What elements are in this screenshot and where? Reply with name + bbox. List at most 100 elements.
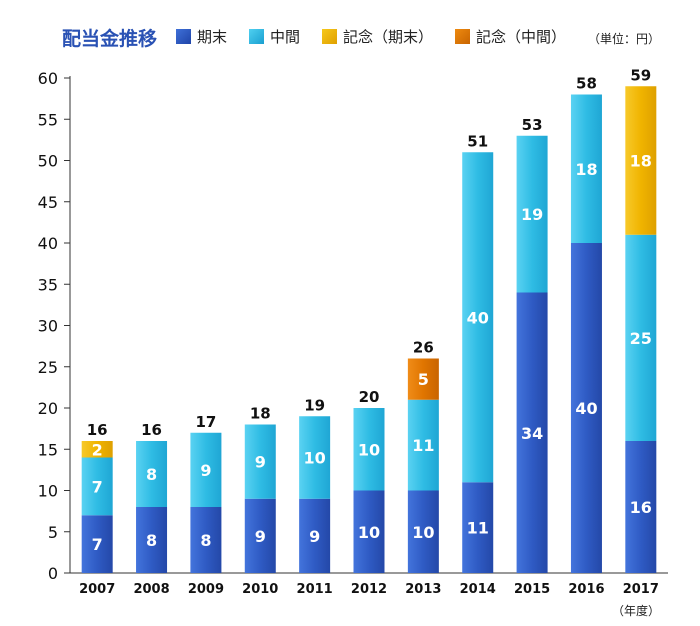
bar-value-label: 11 (467, 519, 489, 538)
bar-value-label: 9 (309, 527, 320, 546)
bar-value-label: 10 (304, 449, 326, 468)
bar-segment (462, 482, 494, 573)
bar-value-label: 5 (418, 370, 429, 389)
bar-total-label: 16 (141, 421, 162, 439)
bar-segment (353, 408, 385, 491)
bar-value-label: 10 (412, 523, 434, 542)
legend-swatch-kinen-chukan (455, 29, 471, 44)
bar-total-label: 18 (250, 405, 271, 423)
bar-segment (407, 399, 439, 491)
bar-value-label: 25 (630, 329, 652, 348)
bar-value-label: 2 (92, 440, 103, 459)
bar-total-label: 26 (413, 339, 434, 357)
legend-item-kimatsu: 期末 (176, 26, 227, 47)
y-tick-label: 0 (48, 564, 58, 583)
x-tick-label: 2016 (568, 582, 604, 597)
bar-segment (81, 441, 113, 458)
y-tick-label: 40 (38, 234, 58, 253)
y-tick-label: 60 (38, 69, 58, 88)
bar-total-label: 19 (304, 396, 325, 414)
x-tick-label: 2011 (297, 582, 333, 597)
bar-segment (407, 358, 439, 400)
bar-segment (462, 152, 494, 483)
bar-value-label: 10 (358, 523, 380, 542)
bar-segment (516, 292, 548, 573)
bar-total-label: 20 (359, 388, 380, 406)
bar-segment (570, 243, 602, 573)
bar-value-label: 18 (630, 152, 652, 171)
y-tick-label: 30 (38, 317, 58, 336)
bar-value-label: 9 (200, 461, 211, 480)
bar-segment (407, 490, 439, 573)
legend-item-kinen-kimatsu: 記念（期末） (322, 26, 433, 47)
unit-label: （単位：円） (587, 32, 660, 46)
bar-segment (244, 424, 276, 499)
bar-value-label: 19 (521, 205, 543, 224)
bar-segment (516, 135, 548, 293)
x-tick-label: 2008 (133, 582, 169, 597)
x-tick-label: 2012 (351, 582, 387, 597)
bar-segment (81, 457, 113, 516)
bar-segment (570, 94, 602, 243)
bar-total-label: 51 (467, 132, 488, 150)
legend-label-kimatsu: 期末 (197, 28, 228, 46)
y-tick-label: 35 (38, 275, 58, 294)
bar-segment (625, 86, 657, 235)
y-tick-label: 5 (48, 523, 58, 542)
x-tick-label: 2007 (79, 582, 115, 597)
y-tick-label: 55 (38, 110, 58, 129)
bar-total-label: 59 (630, 66, 651, 84)
bar-total-label: 53 (522, 116, 543, 134)
x-tick-label: 2009 (188, 582, 224, 597)
bar-segment (81, 515, 113, 573)
bar-segment (136, 507, 168, 573)
bar-value-label: 11 (412, 436, 434, 455)
bar-total-label: 17 (195, 413, 216, 431)
bar-segment (136, 441, 168, 507)
bar-value-label: 18 (575, 160, 597, 179)
legend-swatch-kinen-kimatsu (322, 29, 338, 44)
y-tick-label: 10 (38, 482, 58, 501)
bar-value-label: 34 (521, 424, 543, 443)
x-tick-label: 2014 (460, 582, 496, 597)
y-tick-label: 45 (38, 193, 58, 212)
bar-value-label: 8 (146, 465, 157, 484)
x-tick-label: 2017 (623, 582, 659, 597)
bar-value-label: 7 (92, 477, 103, 496)
bar-segment (625, 441, 657, 573)
legend-label-kinen-kimatsu: 記念（期末） (343, 28, 434, 46)
bar-total-label: 58 (576, 75, 597, 93)
bar-value-label: 9 (255, 527, 266, 546)
bar-value-label: 10 (358, 440, 380, 459)
bar-value-label: 7 (92, 535, 103, 554)
chart-title: 配当金推移 (62, 28, 158, 50)
x-tick-label: 2015 (514, 582, 550, 597)
x-unit-label: （年度） (611, 604, 660, 618)
legend-swatch-chukan (249, 29, 265, 44)
legend-item-chukan: 中間 (249, 26, 300, 47)
bar-segment (353, 490, 385, 573)
bar-value-label: 8 (146, 531, 157, 550)
bar-value-label: 16 (630, 498, 652, 517)
bar-total-label: 16 (87, 421, 108, 439)
bar-value-label: 40 (575, 399, 597, 418)
legend-label-chukan: 中間 (270, 28, 301, 46)
bar-segment (299, 498, 331, 573)
x-tick-label: 2013 (405, 582, 441, 597)
bar-segment (299, 416, 331, 499)
x-tick-label: 2010 (242, 582, 278, 597)
y-tick-label: 15 (38, 440, 58, 459)
bar-value-label: 40 (467, 308, 489, 327)
bar-segment (625, 234, 657, 441)
bar-segment (190, 507, 222, 573)
legend-swatch-kimatsu (176, 29, 191, 44)
bar-segment (244, 498, 276, 573)
legend: 期末 中間 記念（期末） 記念（中間） (176, 26, 588, 47)
y-tick-label: 25 (38, 358, 58, 377)
bar-value-label: 9 (255, 453, 266, 472)
bar-segment (190, 432, 222, 507)
legend-item-kinen-chukan: 記念（中間） (455, 26, 566, 47)
y-tick-label: 50 (38, 152, 58, 171)
